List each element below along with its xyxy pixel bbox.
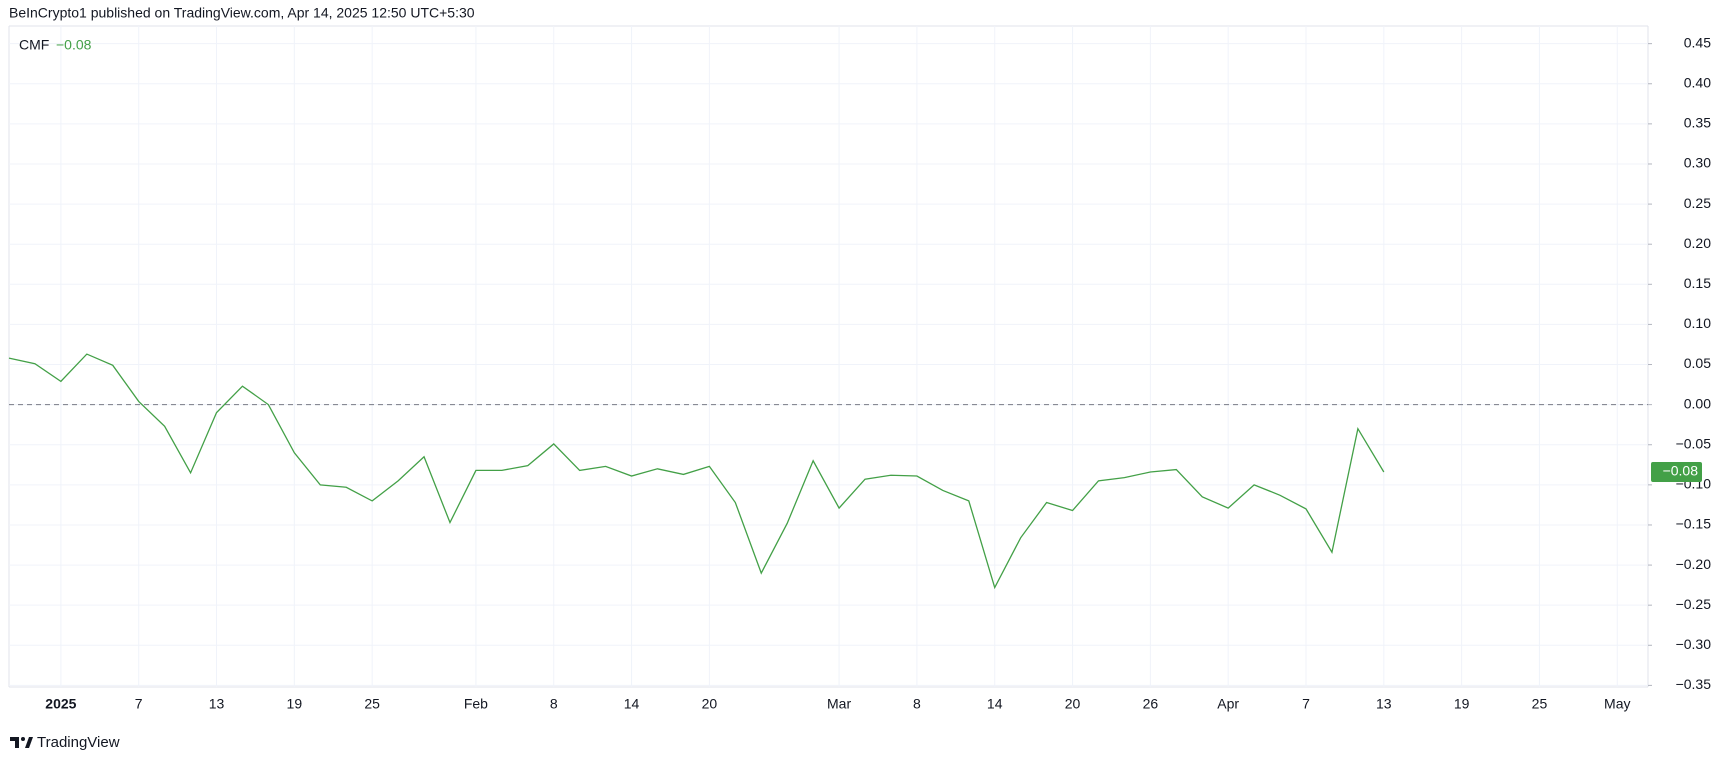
last-value-label: −0.08 (1663, 463, 1699, 479)
legend-name: CMF (19, 37, 49, 53)
x-tick-label: 20 (702, 696, 718, 712)
x-tick-label: 19 (1454, 696, 1470, 712)
last-value-badge (1651, 462, 1702, 483)
legend-value: −0.08 (56, 37, 92, 53)
logo-mark (10, 737, 19, 748)
y-tick-label: −0.25 (1676, 596, 1712, 612)
y-tick-label: −0.35 (1676, 676, 1712, 692)
x-tick-label: 26 (1143, 696, 1159, 712)
x-tick-label: 25 (364, 696, 380, 712)
y-tick-label: −0.15 (1676, 516, 1712, 532)
y-tick-label: 0.10 (1684, 315, 1711, 331)
y-tick-label: 0.45 (1684, 34, 1711, 50)
y-tick-label: 0.15 (1684, 275, 1711, 291)
x-tick-label: 19 (287, 696, 303, 712)
y-tick-label: −0.30 (1676, 636, 1712, 652)
footer: TradingView (37, 734, 120, 751)
y-tick-label: −0.20 (1676, 556, 1712, 572)
logo-mark (25, 737, 33, 748)
x-tick-label: 14 (987, 696, 1003, 712)
x-tick-label: Apr (1217, 696, 1239, 712)
x-tick-label: 13 (1376, 696, 1392, 712)
y-tick-label: 0.20 (1684, 235, 1711, 251)
y-tick-label: 0.40 (1684, 74, 1711, 90)
x-tick-label: 13 (209, 696, 225, 712)
y-tick-label: 0.00 (1684, 395, 1711, 411)
header: BeInCrypto1 published on TradingView.com… (9, 5, 475, 21)
x-tick-label: 20 (1065, 696, 1081, 712)
y-tick-label: 0.25 (1684, 195, 1711, 211)
tradingview-logo: TradingView (10, 734, 120, 751)
x-tick-label: Feb (464, 696, 488, 712)
y-tick-label: −0.05 (1676, 435, 1712, 451)
x-tick-label: 8 (913, 696, 921, 712)
y-tick-label: 0.35 (1684, 115, 1711, 131)
x-tick-label: 8 (550, 696, 558, 712)
grid (9, 26, 1648, 687)
x-tick-label: 14 (624, 696, 640, 712)
x-tick-label: 7 (1302, 696, 1310, 712)
x-tick-label: Mar (827, 696, 851, 712)
x-tick-label: 25 (1532, 696, 1548, 712)
x-tick-label: May (1604, 696, 1630, 712)
y-tick-label: 0.05 (1684, 355, 1711, 371)
x-tick-label: 2025 (45, 696, 76, 712)
data-line (8, 353, 1385, 590)
logo-dot (21, 737, 25, 741)
x-tick-label: 7 (135, 696, 143, 712)
y-tick-label: 0.30 (1684, 155, 1711, 171)
plot-frame (8, 25, 1649, 688)
